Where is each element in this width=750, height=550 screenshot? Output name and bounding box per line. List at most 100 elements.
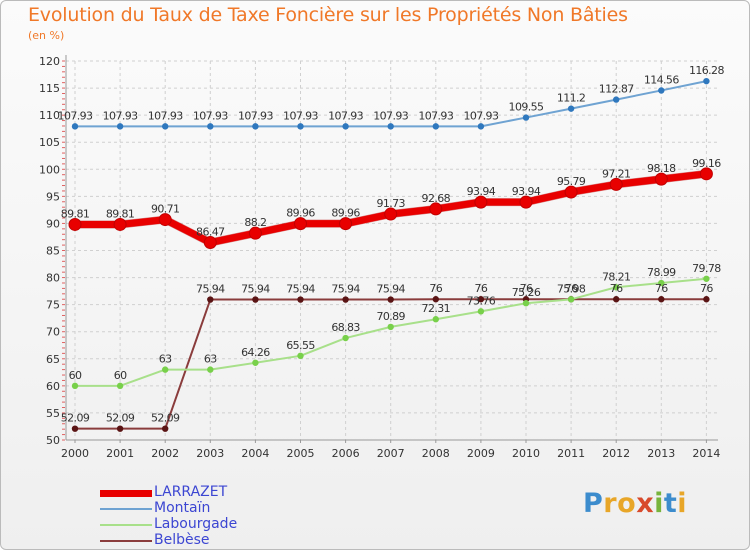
x-tick-label: 2009 (467, 447, 495, 460)
data-point (522, 114, 530, 121)
y-tick-label: 110 (39, 109, 60, 122)
data-point (342, 334, 349, 342)
data-point (162, 366, 169, 373)
legend-swatch-labourgade (100, 524, 152, 526)
data-point (477, 308, 485, 315)
data-label: 68.83 (331, 321, 360, 334)
data-label: 114.56 (644, 73, 679, 86)
data-point (384, 207, 398, 221)
data-label: 89.96 (331, 207, 360, 220)
data-point (387, 323, 394, 331)
data-label: 63 (159, 353, 172, 366)
data-point (207, 296, 214, 303)
data-label: 76 (655, 282, 668, 295)
data-label: 88.2 (244, 216, 266, 229)
data-label: 107.93 (58, 109, 93, 122)
data-label: 112.87 (599, 83, 634, 96)
data-point (703, 77, 710, 85)
data-point (613, 96, 620, 103)
data-point (68, 217, 82, 231)
legend-label-larrazet: LARRAZET (154, 484, 228, 500)
x-tick-label: 2004 (241, 447, 269, 460)
chart-subtitle: (en %) (28, 29, 65, 42)
legend-swatch-montain (100, 508, 152, 510)
legend-label-montain: Montaïn (154, 500, 211, 516)
data-label: 52.09 (61, 412, 90, 425)
x-tick-label: 2006 (332, 447, 360, 460)
data-label: 107.93 (463, 109, 498, 122)
data-label: 107.93 (373, 109, 408, 122)
x-tick-label: 2003 (196, 447, 224, 460)
data-label: 107.93 (103, 109, 138, 122)
data-point (387, 123, 394, 130)
x-tick-label: 2013 (647, 447, 675, 460)
x-tick-label: 2007 (377, 447, 405, 460)
legend-label-belbese: Belbèse (154, 532, 210, 548)
data-point (116, 425, 124, 432)
data-label: 76 (610, 282, 623, 295)
data-point (429, 202, 443, 216)
y-tick-label: 70 (46, 326, 60, 339)
x-tick-label: 2000 (61, 447, 89, 460)
data-label: 107.93 (148, 109, 183, 122)
data-point (71, 382, 79, 390)
data-label: 92.68 (422, 192, 451, 205)
data-point (567, 105, 575, 112)
data-point (116, 123, 124, 130)
proxiti-logo: Proxiti (583, 488, 687, 519)
data-label: 52.09 (106, 412, 135, 425)
data-label: 107.93 (418, 109, 453, 122)
y-tick-label: 65 (46, 353, 60, 366)
data-label: 107.93 (238, 109, 273, 122)
legend-label-labourgade: Labourgade (154, 516, 238, 532)
data-label: 60 (114, 369, 127, 382)
data-label: 75.94 (331, 283, 360, 296)
data-label: 89.81 (61, 207, 90, 220)
data-point (703, 296, 710, 303)
x-tick-label: 2008 (422, 447, 450, 460)
data-label: 107.93 (283, 109, 318, 122)
data-label: 90.71 (151, 203, 180, 216)
data-label: 63 (204, 353, 217, 366)
data-point (519, 195, 533, 209)
data-label: 95.79 (557, 175, 586, 188)
data-label: 99.16 (692, 157, 721, 170)
data-point (658, 296, 665, 303)
data-label: 72.31 (422, 302, 451, 315)
data-point (207, 123, 214, 130)
logo-letter: x (636, 488, 655, 519)
x-tick-label: 2012 (602, 447, 630, 460)
data-point (339, 217, 353, 231)
data-point (207, 366, 214, 373)
y-tick-label: 100 (39, 163, 60, 176)
data-point (252, 296, 259, 303)
data-label: 109.55 (509, 101, 544, 114)
y-tick-label: 105 (39, 136, 60, 149)
logo-letter: i (654, 488, 664, 519)
data-point (387, 296, 394, 303)
data-point (613, 296, 620, 303)
data-point (248, 226, 262, 240)
x-tick-label: 2011 (557, 447, 585, 460)
data-label: 76 (565, 282, 578, 295)
data-point (342, 123, 349, 130)
data-point (71, 123, 79, 130)
data-label: 75.94 (376, 283, 405, 296)
y-tick-label: 115 (39, 82, 60, 95)
data-point (252, 123, 259, 130)
data-point (297, 296, 304, 303)
data-point (342, 296, 349, 303)
data-label: 65.55 (286, 339, 315, 352)
data-label: 75.26 (512, 286, 541, 299)
data-point (474, 195, 488, 209)
y-tick-label: 120 (39, 55, 60, 68)
data-point (654, 172, 668, 186)
data-point (567, 296, 575, 303)
y-tick-label: 90 (46, 217, 60, 230)
data-point (522, 300, 530, 307)
x-tick-label: 2001 (106, 447, 134, 460)
data-point (252, 359, 259, 366)
data-label: 78.99 (647, 266, 676, 279)
data-label: 93.94 (512, 185, 541, 198)
